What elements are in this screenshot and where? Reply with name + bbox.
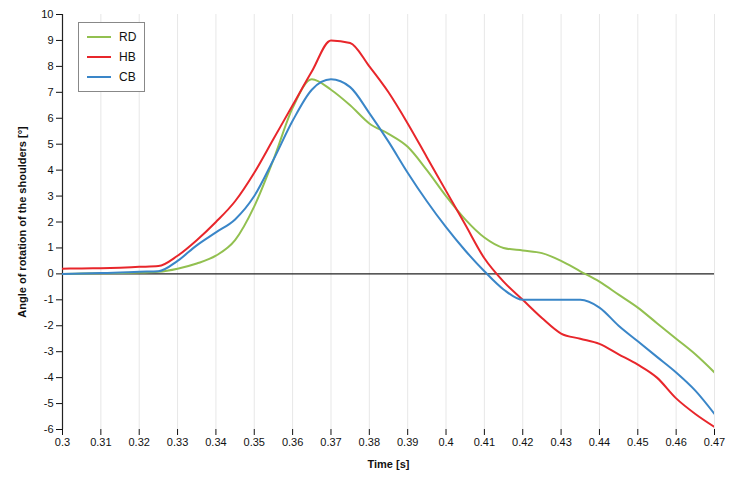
svg-text:-1: -1 [44, 293, 54, 305]
svg-text:-2: -2 [44, 319, 54, 331]
svg-text:0.34: 0.34 [205, 436, 226, 448]
html-text:RD: RD [119, 30, 137, 44]
svg-text:0.3: 0.3 [55, 436, 70, 448]
svg-text:6: 6 [47, 112, 53, 124]
svg-text:-3: -3 [44, 345, 54, 357]
svg-text:7: 7 [47, 86, 53, 98]
svg-text:Angle of rotation of the shoul: Angle of rotation of the shoulders [°] [16, 126, 28, 318]
svg-text:0.42: 0.42 [512, 436, 533, 448]
svg-text:0.33: 0.33 [167, 436, 188, 448]
svg-text:5: 5 [47, 138, 53, 150]
html-text:CB: CB [119, 70, 136, 84]
svg-text:1: 1 [47, 241, 53, 253]
svg-text:4: 4 [47, 164, 53, 176]
svg-text:0.31: 0.31 [90, 436, 111, 448]
svg-text:2: 2 [47, 216, 53, 228]
html-text:HB: HB [119, 50, 136, 64]
svg-text:0.37: 0.37 [320, 436, 341, 448]
svg-text:10: 10 [41, 8, 53, 20]
svg-text:0.39: 0.39 [397, 436, 418, 448]
svg-text:0.36: 0.36 [282, 436, 303, 448]
svg-text:0.32: 0.32 [128, 436, 149, 448]
svg-text:0.41: 0.41 [474, 436, 495, 448]
svg-text:8: 8 [47, 60, 53, 72]
svg-text:0.35: 0.35 [244, 436, 265, 448]
svg-text:0.47: 0.47 [704, 436, 725, 448]
svg-text:0: 0 [47, 267, 53, 279]
svg-text:0.46: 0.46 [665, 436, 686, 448]
svg-text:-6: -6 [44, 423, 54, 435]
svg-text:0.4: 0.4 [438, 436, 453, 448]
svg-text:0.45: 0.45 [627, 436, 648, 448]
svg-text:-5: -5 [44, 397, 54, 409]
svg-text:0.38: 0.38 [359, 436, 380, 448]
svg-text:9: 9 [47, 34, 53, 46]
svg-text:0.44: 0.44 [589, 436, 610, 448]
svg-text:3: 3 [47, 190, 53, 202]
svg-text:Time [s]: Time [s] [368, 458, 410, 470]
svg-text:-4: -4 [44, 371, 54, 383]
svg-text:0.43: 0.43 [550, 436, 571, 448]
